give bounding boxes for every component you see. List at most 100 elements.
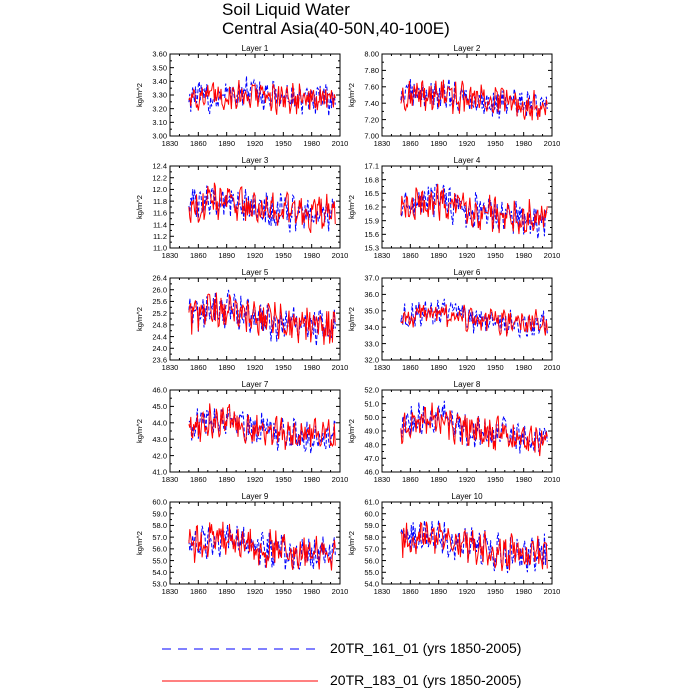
x-tick-label: 1830	[162, 475, 179, 484]
x-tick-label: 1980	[515, 139, 532, 148]
plot-frame	[381, 277, 553, 361]
y-tick-label: 56.0	[364, 556, 379, 565]
x-tick-label: 1950	[487, 363, 504, 372]
y-tick-label: 25.6	[152, 297, 167, 306]
y-tick-label: 11.4	[153, 220, 167, 229]
x-tick-label: 1890	[430, 587, 447, 596]
y-tick-label: 41.0	[152, 468, 167, 477]
y-tick-label: 47.0	[364, 454, 379, 463]
y-tick-label: 16.2	[364, 203, 379, 212]
series-line-161	[400, 400, 548, 454]
y-tick-label: 60.0	[364, 509, 379, 518]
panel-title: Layer 7	[242, 380, 269, 389]
series-line-161	[188, 525, 336, 571]
x-tick-label: 1860	[402, 251, 419, 260]
y-tick-label: 56.0	[152, 545, 167, 554]
x-tick-label: 2010	[544, 139, 561, 148]
y-tick-label: 26.4	[152, 274, 167, 283]
x-tick-label: 1890	[430, 363, 447, 372]
x-tick-label: 1890	[430, 475, 447, 484]
y-tick-label: 55.0	[152, 556, 167, 565]
y-tick-label: 55.0	[364, 568, 379, 577]
y-tick-label: 54.0	[364, 580, 379, 589]
y-tick-label: 25.2	[152, 309, 167, 318]
y-tick-label: 26.0	[152, 285, 167, 294]
series-line-161	[400, 183, 548, 239]
x-tick-label: 1890	[218, 139, 235, 148]
y-axis-label: kg/m^2	[135, 307, 144, 331]
y-tick-label: 12.0	[152, 185, 167, 194]
x-tick-label: 1980	[515, 475, 532, 484]
x-tick-label: 1950	[487, 139, 504, 148]
y-tick-label: 45.0	[152, 402, 167, 411]
panel-layer-10: Layer 10 kg/m^2 1830 1860 1890 1920 1950 1980 20…	[347, 492, 560, 596]
x-tick-label: 1860	[402, 475, 419, 484]
y-tick-label: 3.30	[152, 91, 167, 100]
x-tick-label: 1890	[430, 251, 447, 260]
x-tick-label: 1890	[430, 139, 447, 148]
y-tick-label: 52.0	[364, 386, 379, 395]
y-tick-label: 57.0	[364, 545, 379, 554]
x-tick-label: 1980	[303, 363, 320, 372]
y-tick-label: 3.10	[152, 118, 167, 127]
y-tick-label: 7.60	[364, 83, 379, 92]
y-tick-label: 59.0	[364, 521, 379, 530]
y-tick-label: 24.0	[152, 344, 167, 353]
y-tick-label: 12.4	[152, 162, 167, 171]
x-tick-label: 1920	[247, 251, 264, 260]
y-tick-label: 43.0	[152, 435, 167, 444]
y-tick-label: 33.0	[364, 339, 379, 348]
x-tick-label: 2010	[544, 363, 561, 372]
series-line-183	[188, 292, 336, 345]
y-tick-label: 59.0	[152, 509, 167, 518]
panel-layer-3: Layer 3 kg/m^2 1830 1860 1890 1920 1950 1980 201…	[135, 156, 348, 260]
y-tick-label: 61.0	[364, 498, 379, 507]
panel-layer-5: Layer 5 kg/m^2 1830 1860 1890 1920 1950 1980 201…	[135, 268, 348, 372]
y-tick-label: 12.2	[152, 173, 167, 182]
x-tick-label: 1860	[190, 475, 207, 484]
y-tick-label: 46.0	[364, 468, 379, 477]
y-tick-label: 36.0	[364, 290, 379, 299]
y-axis-label: kg/m^2	[135, 531, 144, 555]
y-tick-label: 24.8	[152, 321, 167, 330]
x-tick-label: 1950	[275, 363, 292, 372]
y-tick-label: 42.0	[152, 451, 167, 460]
panel-layer-1: Layer 1 kg/m^2 1830 1860 1890 1920 1950 1980 201…	[135, 44, 348, 148]
y-tick-label: 16.8	[364, 175, 379, 184]
x-tick-label: 1980	[303, 251, 320, 260]
y-tick-label: 3.50	[152, 63, 167, 72]
x-tick-label: 1830	[374, 587, 391, 596]
y-axis-label: kg/m^2	[135, 83, 144, 107]
series-line-161	[188, 76, 336, 116]
x-tick-label: 1950	[275, 139, 292, 148]
y-tick-label: 53.0	[152, 580, 167, 589]
x-tick-label: 1950	[275, 587, 292, 596]
y-tick-label: 51.0	[364, 399, 379, 408]
figure-title-line2: Central Asia(40-50N,40-100E)	[222, 19, 450, 38]
y-tick-label: 54.0	[152, 568, 167, 577]
x-tick-label: 1920	[459, 251, 476, 260]
y-tick-label: 35.0	[364, 307, 379, 316]
x-tick-label: 2010	[332, 251, 349, 260]
x-tick-label: 1950	[487, 587, 504, 596]
y-tick-label: 7.00	[364, 132, 379, 141]
panel-title: Layer 2	[454, 44, 481, 53]
figure-title-line1: Soil Liquid Water	[222, 0, 350, 19]
x-tick-label: 1980	[515, 363, 532, 372]
x-tick-label: 1920	[459, 363, 476, 372]
y-tick-label: 32.0	[364, 356, 379, 365]
x-tick-label: 1860	[190, 251, 207, 260]
x-tick-label: 1830	[374, 251, 391, 260]
x-tick-label: 1830	[374, 363, 391, 372]
y-tick-label: 8.00	[364, 50, 379, 59]
x-tick-label: 1980	[303, 587, 320, 596]
y-tick-label: 7.40	[364, 99, 379, 108]
series-line-183	[400, 402, 548, 457]
y-tick-label: 15.3	[364, 244, 379, 253]
x-tick-label: 1920	[247, 475, 264, 484]
panel-title: Layer 9	[242, 492, 269, 501]
panel-title: Layer 10	[451, 492, 483, 501]
y-tick-label: 37.0	[364, 274, 379, 283]
